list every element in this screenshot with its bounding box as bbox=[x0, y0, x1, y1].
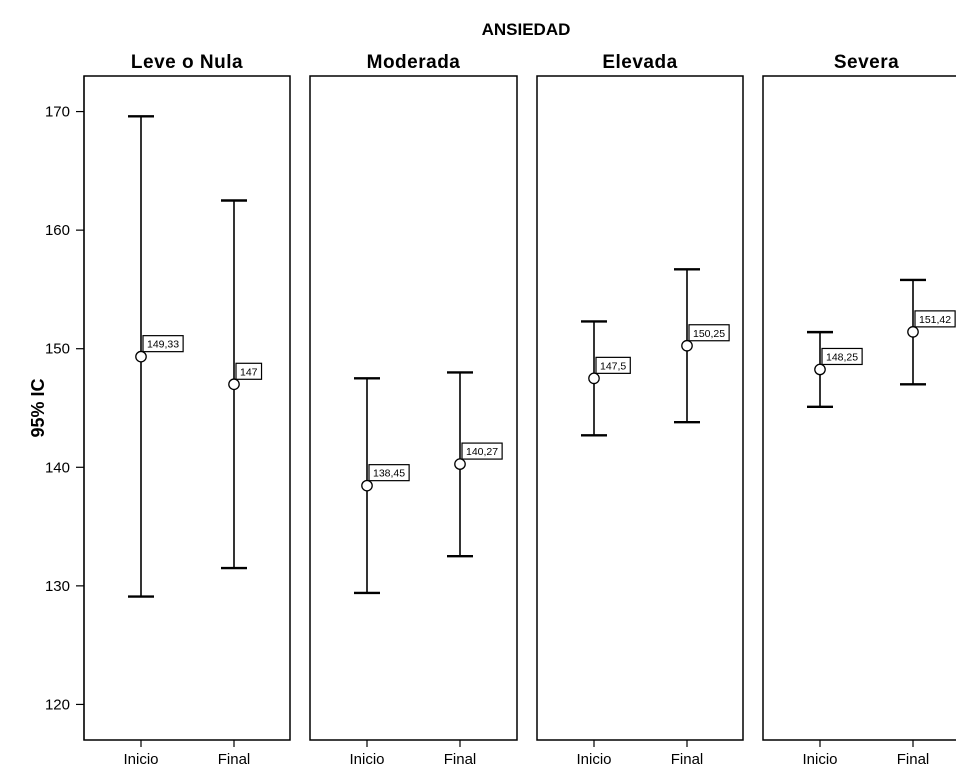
data-label-box bbox=[914, 310, 956, 328]
panel-frame bbox=[762, 75, 956, 741]
y-tick-label: 160 bbox=[45, 222, 70, 239]
data-label-box bbox=[461, 442, 503, 460]
x-tick-label: Final bbox=[218, 751, 251, 768]
y-tick-label: 150 bbox=[45, 341, 70, 358]
y-tick-label: 170 bbox=[45, 104, 70, 121]
data-label: 147,5 bbox=[600, 360, 626, 372]
chart-title: ANSIEDAD bbox=[482, 20, 571, 39]
panel-title: Leve o Nula bbox=[131, 52, 243, 73]
y-tick-label: 140 bbox=[45, 459, 70, 476]
panel-frame bbox=[309, 75, 518, 741]
data-label: 147 bbox=[240, 366, 258, 378]
data-label-box bbox=[235, 362, 263, 380]
data-label-box bbox=[688, 324, 730, 342]
mean-point bbox=[454, 458, 466, 470]
mean-point bbox=[588, 372, 600, 385]
x-tick-label: Inicio bbox=[802, 751, 837, 768]
x-tick-label: Inicio bbox=[576, 751, 611, 768]
data-label-box bbox=[142, 335, 184, 353]
data-label: 149,33 bbox=[147, 339, 179, 351]
panel-title: Severa bbox=[834, 52, 899, 73]
data-label: 148,25 bbox=[826, 351, 858, 363]
x-tick-label: Inicio bbox=[349, 751, 384, 768]
x-tick-label: Final bbox=[897, 751, 930, 768]
x-tick-label: Inicio bbox=[123, 751, 158, 768]
panel-frame bbox=[536, 75, 744, 741]
x-tick-label: Final bbox=[671, 751, 704, 768]
data-label-box bbox=[821, 347, 863, 366]
y-tick-label: 120 bbox=[45, 696, 70, 713]
mean-point bbox=[361, 479, 373, 492]
mean-point bbox=[814, 363, 826, 376]
data-label: 138,45 bbox=[373, 468, 405, 480]
mean-point bbox=[228, 378, 240, 391]
mean-point bbox=[135, 350, 147, 363]
data-label: 150,25 bbox=[693, 328, 725, 340]
panel-title: Elevada bbox=[602, 52, 677, 73]
data-label: 140,27 bbox=[466, 446, 498, 458]
x-tick-label: Final bbox=[444, 751, 477, 768]
panel-frame bbox=[83, 75, 291, 741]
y-axis-label: 95% IC bbox=[28, 378, 48, 437]
data-label-box bbox=[368, 464, 410, 482]
panel-title: Moderada bbox=[367, 52, 461, 73]
mean-point bbox=[681, 339, 693, 352]
data-label: 151,42 bbox=[919, 314, 951, 326]
data-label-box bbox=[595, 356, 631, 374]
y-tick-label: 130 bbox=[45, 578, 70, 595]
mean-point bbox=[907, 326, 919, 338]
